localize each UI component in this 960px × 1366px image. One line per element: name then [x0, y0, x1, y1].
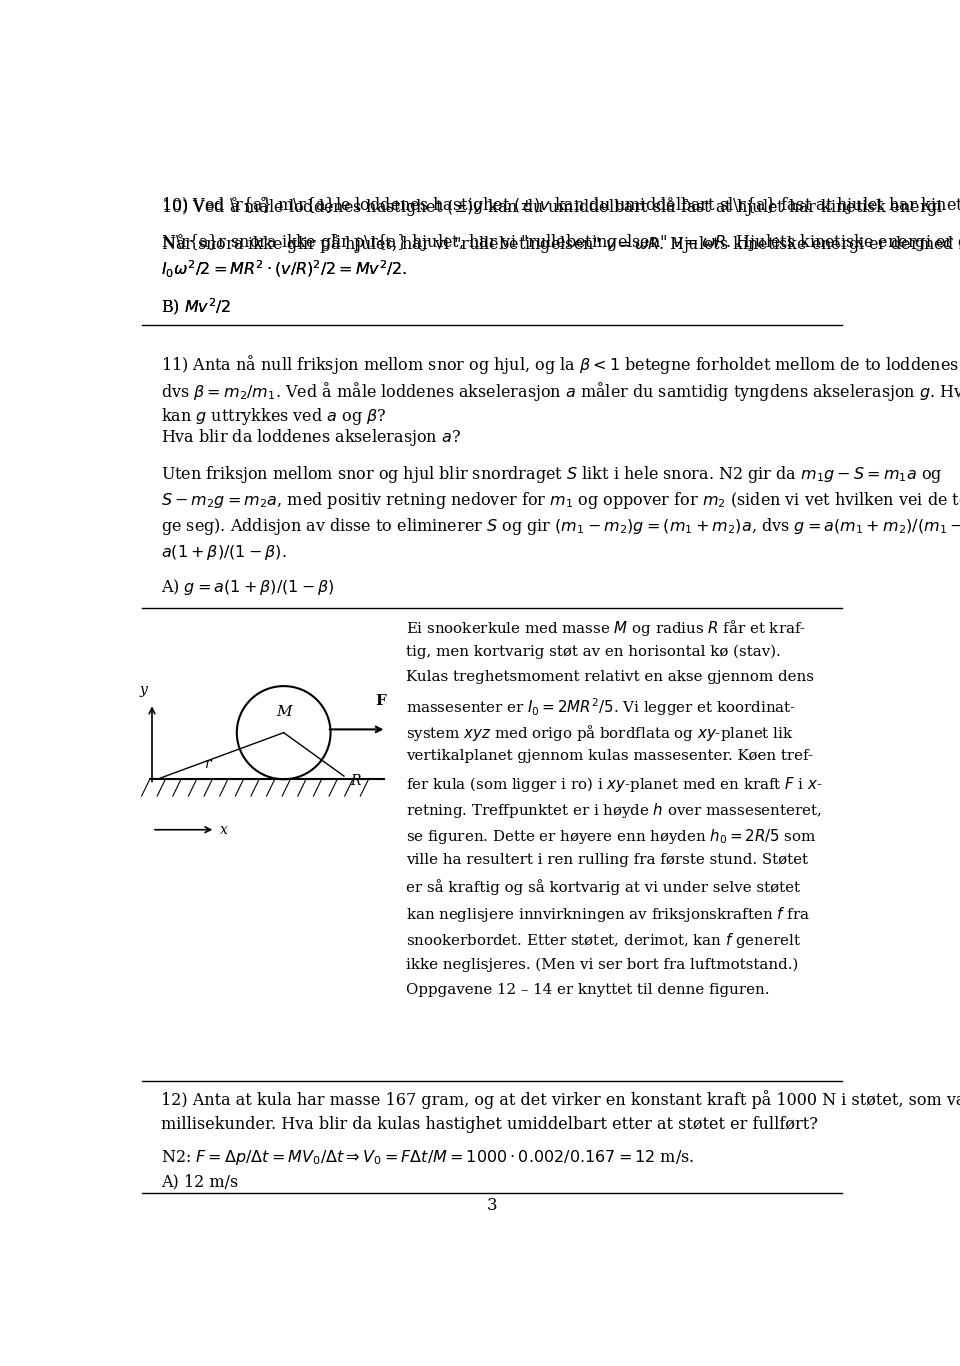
Text: 3: 3 [487, 1197, 497, 1214]
Text: N2: $F = \Delta p/\Delta t = MV_0/\Delta t \Rightarrow V_0 = F\Delta t/M = 1000 : N2: $F = \Delta p/\Delta t = MV_0/\Delta… [161, 1149, 694, 1168]
Text: dvs $\beta = m_2/m_1$. Ved å måle loddenes akselerasjon $a$ måler du samtidig ty: dvs $\beta = m_2/m_1$. Ved å måle lodden… [161, 380, 960, 403]
Text: tig, men kortvarig støt av en horisontal kø (stav).: tig, men kortvarig støt av en horisontal… [406, 645, 781, 658]
Text: $I_0\omega^2/2 = MR^2 \cdot (v/R)^2/2 = Mv^2/2.$: $I_0\omega^2/2 = MR^2 \cdot (v/R)^2/2 = … [161, 258, 407, 280]
Text: 10) Ved å måle loddenes hastighet $(\pm)v$ kan du umiddelbart slå fast at hjulet: 10) Ved å måle loddenes hastighet $(\pm)… [161, 195, 944, 219]
Text: kan neglisjere innvirkningen av friksjonskraften $f$ fra: kan neglisjere innvirkningen av friksjon… [406, 906, 810, 925]
Text: $S - m_2 g = m_2 a$, med positiv retning nedover for $m_1$ og oppover for $m_2$ : $S - m_2 g = m_2 a$, med positiv retning… [161, 490, 960, 511]
Text: retning. Treffpunktet er i høyde $h$ over massesenteret,: retning. Treffpunktet er i høyde $h$ ove… [406, 800, 822, 820]
Text: M: M [276, 705, 292, 719]
Text: 10) Ved \r{a} m\r{a}le loddenes hastighet $(\pm)v$ kan du umiddelbart sl\r{a} fa: 10) Ved \r{a} m\r{a}le loddenes hastighe… [161, 195, 960, 216]
Text: B) $Mv^2/2$: B) $Mv^2/2$ [161, 296, 230, 317]
Text: Når snora ikke glir på hjulet, har vi "rullebetingelsen" $v = \omega R$. Hjulets: Når snora ikke glir på hjulet, har vi "r… [161, 232, 960, 255]
Text: massesenter er $I_0 = 2MR^2/5$. Vi legger et koordinat-: massesenter er $I_0 = 2MR^2/5$. Vi legge… [406, 697, 797, 719]
Text: Ei snookerkule med masse $M$ og radius $R$ får et kraf-: Ei snookerkule med masse $M$ og radius $… [406, 619, 806, 638]
Text: Oppgavene 12 – 14 er knyttet til denne figuren.: Oppgavene 12 – 14 er knyttet til denne f… [406, 984, 770, 997]
Text: vertikalplanet gjennom kulas massesenter. Køen tref-: vertikalplanet gjennom kulas massesenter… [406, 749, 813, 762]
Text: se figuren. Dette er høyere enn høyden $h_0 = 2R/5$ som: se figuren. Dette er høyere enn høyden $… [406, 826, 817, 846]
Text: snookerbordet. Etter støtet, derimot, kan $f$ generelt: snookerbordet. Etter støtet, derimot, ka… [406, 932, 802, 951]
Text: $a(1 + \beta)/(1 - \beta).$: $a(1 + \beta)/(1 - \beta).$ [161, 542, 286, 561]
Text: A) $g = a(1 + \beta)/(1 - \beta)$: A) $g = a(1 + \beta)/(1 - \beta)$ [161, 578, 335, 597]
Text: Hva blir da loddenes akselerasjon $a$?: Hva blir da loddenes akselerasjon $a$? [161, 426, 461, 448]
Text: B) $Mv^2/2$: B) $Mv^2/2$ [161, 296, 230, 317]
Text: F: F [375, 694, 386, 709]
Text: ge seg). Addisjon av disse to eliminerer $S$ og gir $(m_1 - m_2)g = (m_1 + m_2)a: ge seg). Addisjon av disse to eliminerer… [161, 516, 960, 537]
Text: y: y [139, 683, 147, 697]
Text: r: r [204, 757, 210, 772]
Text: A) 12 m/s: A) 12 m/s [161, 1173, 238, 1191]
Text: 11) Anta nå null friksjon mellom snor og hjul, og la $\beta < 1$ betegne forhold: 11) Anta nå null friksjon mellom snor og… [161, 354, 960, 376]
Text: N\r{a}r snora ikke glir p\r{a} hjulet, har vi "rullebetingelsen" $v = \omega R$.: N\r{a}r snora ikke glir p\r{a} hjulet, h… [161, 232, 960, 253]
Text: kan $g$ uttrykkes ved $a$ og $\beta$?: kan $g$ uttrykkes ved $a$ og $\beta$? [161, 406, 387, 426]
Text: R: R [349, 775, 360, 788]
Text: Kulas treghetsmoment relativt en akse gjennom dens: Kulas treghetsmoment relativt en akse gj… [406, 671, 814, 684]
Text: x: x [221, 822, 228, 837]
Text: system $xyz$ med origo på bordflata og $xy$-planet lik: system $xyz$ med origo på bordflata og $… [406, 723, 794, 743]
Text: ikke neglisjeres. (Men vi ser bort fra luftmotstand.): ikke neglisjeres. (Men vi ser bort fra l… [406, 958, 799, 971]
Text: fer kula (som ligger i ro) i $xy$-planet med en kraft $F$ i $x$-: fer kula (som ligger i ro) i $xy$-planet… [406, 775, 824, 794]
Text: er så kraftig og så kortvarig at vi under selve støtet: er så kraftig og så kortvarig at vi unde… [406, 880, 801, 895]
Text: millisekunder. Hva blir da kulas hastighet umiddelbart etter at støtet er fullfø: millisekunder. Hva blir da kulas hastigh… [161, 1116, 818, 1132]
Text: Uten friksjon mellom snor og hjul blir snordraget $S$ likt i hele snora. N2 gir : Uten friksjon mellom snor og hjul blir s… [161, 463, 943, 485]
Text: ville ha resultert i ren rulling fra første stund. Støtet: ville ha resultert i ren rulling fra før… [406, 854, 808, 867]
Text: $I_0\omega^2/2 = MR^2 \cdot (v/R)^2/2 = Mv^2/2.$: $I_0\omega^2/2 = MR^2 \cdot (v/R)^2/2 = … [161, 258, 407, 280]
Text: 12) Anta at kula har masse 167 gram, og at det virker en konstant kraft på 1000 : 12) Anta at kula har masse 167 gram, og … [161, 1090, 960, 1109]
